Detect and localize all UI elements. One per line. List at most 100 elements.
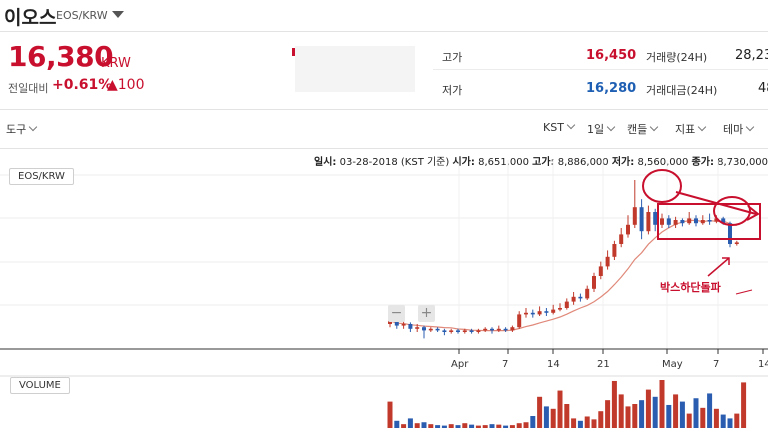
volume-bar (441, 425, 447, 428)
candle-body (476, 330, 481, 332)
volume-bar (475, 425, 481, 428)
indicator-menu[interactable]: 지표 (675, 121, 707, 137)
x-tick-label: 14 (758, 359, 768, 370)
x-tick-label: 7 (713, 359, 720, 370)
indicator-label: 지표 (675, 123, 696, 136)
candle-body (442, 330, 447, 332)
sparkline-marker (292, 48, 295, 56)
candle-body (551, 309, 556, 313)
volume-bar (571, 418, 577, 428)
candle-body (524, 312, 528, 315)
candle-body (483, 328, 488, 331)
volume-bar (659, 380, 665, 428)
chart-grid (0, 160, 768, 349)
candle-body (646, 212, 651, 232)
ohlc-high-value: 8,886,000 (557, 157, 609, 168)
volume-bar (666, 404, 672, 428)
annotation-tick (735, 289, 753, 295)
volume-bar (435, 425, 441, 428)
candle-body (490, 328, 494, 331)
theme-menu[interactable]: 테마 (723, 121, 755, 137)
pair-label[interactable]: EOS/KRW (56, 9, 108, 22)
volume-bar (625, 406, 631, 428)
close-label: 종가: (691, 157, 714, 168)
symbol-chip[interactable]: EOS/KRW (9, 168, 74, 185)
volume-bar (530, 416, 536, 428)
volume-bar (727, 418, 733, 428)
volume-bar (741, 382, 747, 428)
candle-body (428, 328, 433, 331)
high-label: 고가 (442, 51, 463, 64)
candle-body (449, 330, 454, 332)
date-label: 일시: (314, 157, 337, 168)
volume-bar (550, 408, 556, 428)
volume-bar (509, 425, 515, 428)
tools-menu[interactable]: 도구 (6, 121, 38, 137)
open-value: 8,651,000 (478, 157, 529, 168)
annotation-pointer-head (722, 257, 730, 265)
moving-average (389, 219, 737, 332)
annotations (642, 169, 761, 295)
candle-body (694, 218, 698, 224)
candle-body (605, 256, 610, 267)
candle-body (714, 218, 719, 222)
x-tick-label: 14 (547, 359, 560, 370)
candle-body (564, 301, 569, 308)
candle-body (626, 224, 630, 235)
candle-body (435, 328, 440, 331)
current-price: 16,380 (8, 40, 114, 73)
chevron-down-icon[interactable] (112, 11, 124, 18)
candle-body (612, 244, 617, 257)
candle-body (537, 311, 542, 315)
change-percent: +0.61% (52, 77, 113, 93)
candle-body (408, 324, 413, 329)
volume-bar (679, 401, 685, 428)
volume-chip[interactable]: VOLUME (10, 377, 70, 394)
annotation-pointer (707, 257, 730, 277)
candle-body (530, 312, 535, 315)
candle-body (415, 327, 420, 329)
volume-bar (516, 423, 522, 428)
candle-body (394, 320, 399, 326)
candle-body (721, 218, 726, 224)
candle-body (496, 328, 501, 331)
price-unit: KRW (101, 56, 131, 71)
amount-value: 48 (758, 81, 768, 96)
candle-body (510, 327, 515, 331)
annotation-label: 박스하단돌파 (660, 281, 721, 294)
volume-bar (598, 411, 604, 428)
change-label: 전일대비 (8, 82, 49, 95)
candle-body (728, 223, 732, 244)
candle-body (422, 327, 426, 331)
theme-label: 테마 (723, 123, 744, 136)
volume-bar (639, 400, 645, 428)
annotation-circle (713, 196, 751, 226)
volume-bar (584, 416, 590, 428)
candle-body (707, 220, 712, 222)
interval-menu[interactable]: 1일 (587, 121, 616, 137)
volume-bar (611, 380, 617, 428)
volume-bar (605, 400, 611, 428)
candle-body (666, 218, 671, 225)
zoom-in-button[interactable]: + (418, 305, 435, 322)
volume-label: 거래량(24H) (646, 51, 708, 64)
candle-label: 캔들 (627, 123, 648, 136)
zoom-out-button[interactable]: − (388, 305, 405, 322)
volume-bar (469, 424, 475, 428)
timezone-menu[interactable]: KST (543, 120, 576, 134)
candle-body (734, 242, 739, 244)
volume-bar (713, 408, 719, 428)
candle-body (680, 220, 685, 224)
timezone-label: KST (543, 121, 564, 134)
date-value: 03-28-2018 (KST 기준) (339, 157, 450, 168)
volume-bar (557, 390, 563, 428)
open-label: 시가: (452, 157, 475, 168)
candle-body (578, 296, 583, 299)
volume-bar (645, 389, 651, 428)
change-amount: ▲100 (107, 77, 145, 93)
chart-toolbar (0, 109, 768, 149)
candle-body (673, 220, 678, 225)
candle-menu[interactable]: 캔들 (627, 121, 659, 137)
volume-value: 28,23 (735, 48, 768, 63)
